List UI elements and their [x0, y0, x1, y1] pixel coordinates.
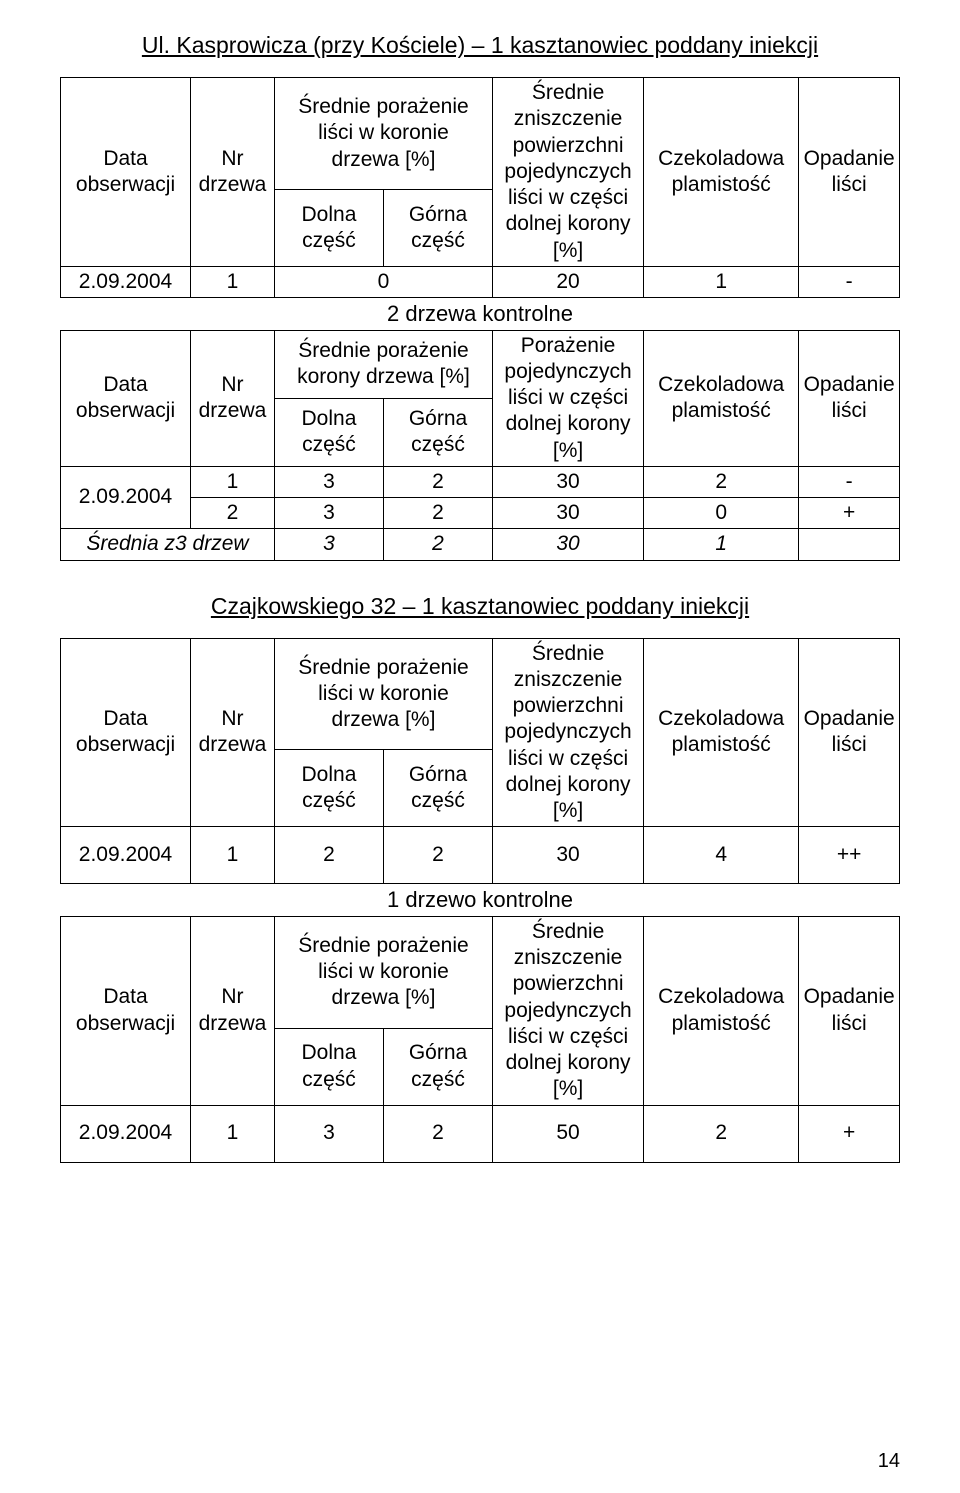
cell: 1 — [191, 827, 275, 884]
hdr-dolna-2: Dolnaczęść — [274, 398, 383, 466]
cell: 3 — [274, 466, 383, 497]
hdr-gorna: Górnaczęść — [383, 189, 492, 266]
cell-date-2: 2.09.2004 — [61, 466, 191, 529]
hdr-srednie-porazenie: Średnie porażenieliści w koroniedrzewa [… — [274, 638, 492, 750]
hdr-data-obserwacji: Dataobserwacji — [61, 78, 191, 267]
hdr-srednie-zniszczenie: Średniezniszczeniepowierzchnipojedynczyc… — [493, 916, 644, 1105]
hdr-dolna: Dolnaczęść — [274, 189, 383, 266]
hdr-dolna: Dolnaczęść — [274, 1028, 383, 1105]
cell: 50 — [493, 1105, 644, 1162]
cell: 3 — [274, 529, 383, 560]
hdr-nr-drzewa: Nrdrzewa — [191, 916, 275, 1105]
cell: + — [799, 1105, 900, 1162]
hdr-data-obserwacji: Dataobserwacji — [61, 916, 191, 1105]
cell-porazenie: 0 — [274, 266, 492, 297]
cell-plamistosc: 1 — [644, 266, 799, 297]
cell: 3 — [274, 1105, 383, 1162]
cell: ++ — [799, 827, 900, 884]
hdr-gorna: Górnaczęść — [383, 750, 492, 827]
cell: 4 — [644, 827, 799, 884]
hdr-gorna-2: Górnaczęść — [383, 398, 492, 466]
hdr-srednie-zniszczenie: Średniezniszczeniepowierzchnipojedynczyc… — [493, 78, 644, 267]
hdr-dolna: Dolnaczęść — [274, 750, 383, 827]
section1-table: Dataobserwacji Nrdrzewa Średnie porażeni… — [60, 77, 900, 561]
page: Ul. Kasprowicza (przy Kościele) – 1 kasz… — [0, 0, 960, 1493]
cell: 1 — [191, 1105, 275, 1162]
cell: 2 — [644, 1105, 799, 1162]
hdr-czekoladowa: Czekoladowaplamistość — [644, 638, 799, 827]
hdr-srednie-porazenie: Średnie porażenieliści w koroniedrzewa [… — [274, 78, 492, 190]
cell: 2 — [274, 827, 383, 884]
hdr-gorna: Górnaczęść — [383, 1028, 492, 1105]
hdr-opadanie: Opadanieliści — [799, 638, 900, 827]
cell-date: 2.09.2004 — [61, 1105, 191, 1162]
cell: 2 — [383, 827, 492, 884]
hdr-opadanie: Opadanieliści — [799, 78, 900, 267]
hdr-srednie-porazenie-korony: Średnie porażeniekorony drzewa [%] — [274, 330, 492, 398]
hdr-czekoladowa: Czekoladowaplamistość — [644, 916, 799, 1105]
cell-zniszczenie: 20 — [493, 266, 644, 297]
cell-nr: 1 — [191, 266, 275, 297]
cell: 2 — [644, 466, 799, 497]
hdr-czekoladowa: Czekoladowaplamistość — [644, 78, 799, 267]
cell: 2 — [191, 498, 275, 529]
cell: 2 — [383, 1105, 492, 1162]
hdr-opadanie: Opadanieliści — [799, 916, 900, 1105]
section2-table: Dataobserwacji Nrdrzewa Średnie porażeni… — [60, 638, 900, 1163]
hdr-czekoladowa-2: Czekoladowaplamistość — [644, 330, 799, 466]
page-number: 14 — [878, 1450, 900, 1473]
cell: 3 — [274, 498, 383, 529]
hdr-data-obserwacji-2: Dataobserwacji — [61, 330, 191, 466]
cell: 30 — [493, 827, 644, 884]
cell-date: 2.09.2004 — [61, 266, 191, 297]
hdr-srednie-porazenie: Średnie porażenieliści w koroniedrzewa [… — [274, 916, 492, 1028]
cell: 2 — [383, 529, 492, 560]
hdr-srednie-zniszczenie: Średniezniszczeniepowierzchnipojedynczyc… — [493, 638, 644, 827]
cell-opadanie: - — [799, 266, 900, 297]
hdr-nr-drzewa: Nrdrzewa — [191, 638, 275, 827]
section2-title: Czajkowskiego 32 – 1 kasztanowiec poddan… — [60, 593, 900, 620]
control-title-2: 1 drzewo kontrolne — [61, 884, 900, 917]
cell: - — [799, 466, 900, 497]
cell-empty — [799, 529, 900, 560]
hdr-porazenie-pojedynczych: Porażeniepojedynczychliści w częścidolne… — [493, 330, 644, 466]
cell: 1 — [644, 529, 799, 560]
hdr-nr-drzewa-2: Nrdrzewa — [191, 330, 275, 466]
hdr-nr-drzewa: Nrdrzewa — [191, 78, 275, 267]
avg-label: Średnia z3 drzew — [61, 529, 275, 560]
hdr-data-obserwacji: Dataobserwacji — [61, 638, 191, 827]
section1-title: Ul. Kasprowicza (przy Kościele) – 1 kasz… — [60, 32, 900, 59]
cell: 30 — [493, 466, 644, 497]
hdr-opadanie-2: Opadanieliści — [799, 330, 900, 466]
cell-date: 2.09.2004 — [61, 827, 191, 884]
cell: 30 — [493, 529, 644, 560]
cell: 1 — [191, 466, 275, 497]
cell: 0 — [644, 498, 799, 529]
cell: 30 — [493, 498, 644, 529]
cell: 2 — [383, 498, 492, 529]
cell: + — [799, 498, 900, 529]
cell: 2 — [383, 466, 492, 497]
control-title: 2 drzewa kontrolne — [61, 298, 900, 331]
